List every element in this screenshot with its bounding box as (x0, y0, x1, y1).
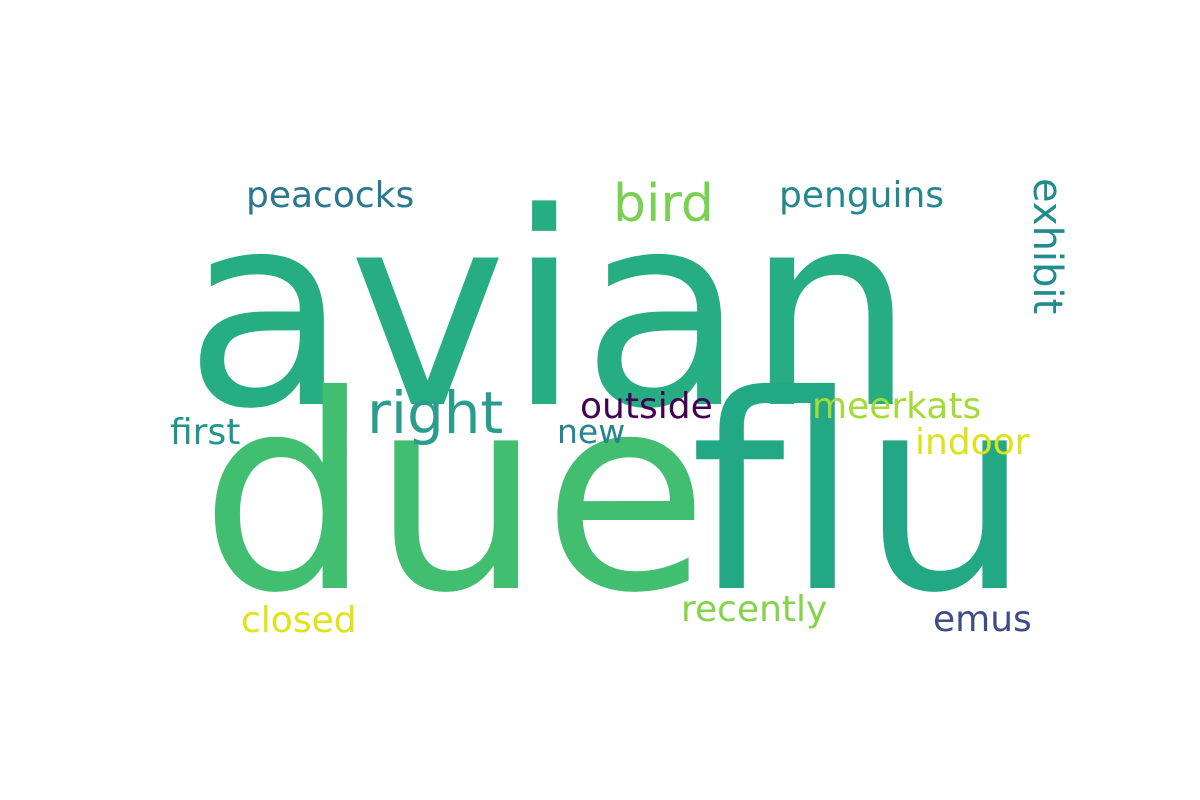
word-outside: outside (580, 386, 713, 427)
word-right: right (367, 379, 504, 447)
word-new: new (557, 412, 626, 451)
word-avian: avian (184, 156, 916, 468)
word-bird: bird (613, 174, 714, 234)
word-peacocks: peacocks (246, 175, 415, 216)
word-recently: recently (681, 589, 828, 630)
word-due: due (200, 337, 709, 652)
word-first: first (170, 412, 241, 453)
word-closed: closed (241, 600, 357, 641)
word-indoor: indoor (915, 422, 1030, 463)
word-emus: emus (933, 599, 1032, 640)
word-exhibit: exhibit (1024, 178, 1070, 315)
word-meerkats: meerkats (812, 386, 982, 427)
word-penguins: penguins (779, 175, 945, 216)
word-flu: flu (690, 337, 1032, 652)
